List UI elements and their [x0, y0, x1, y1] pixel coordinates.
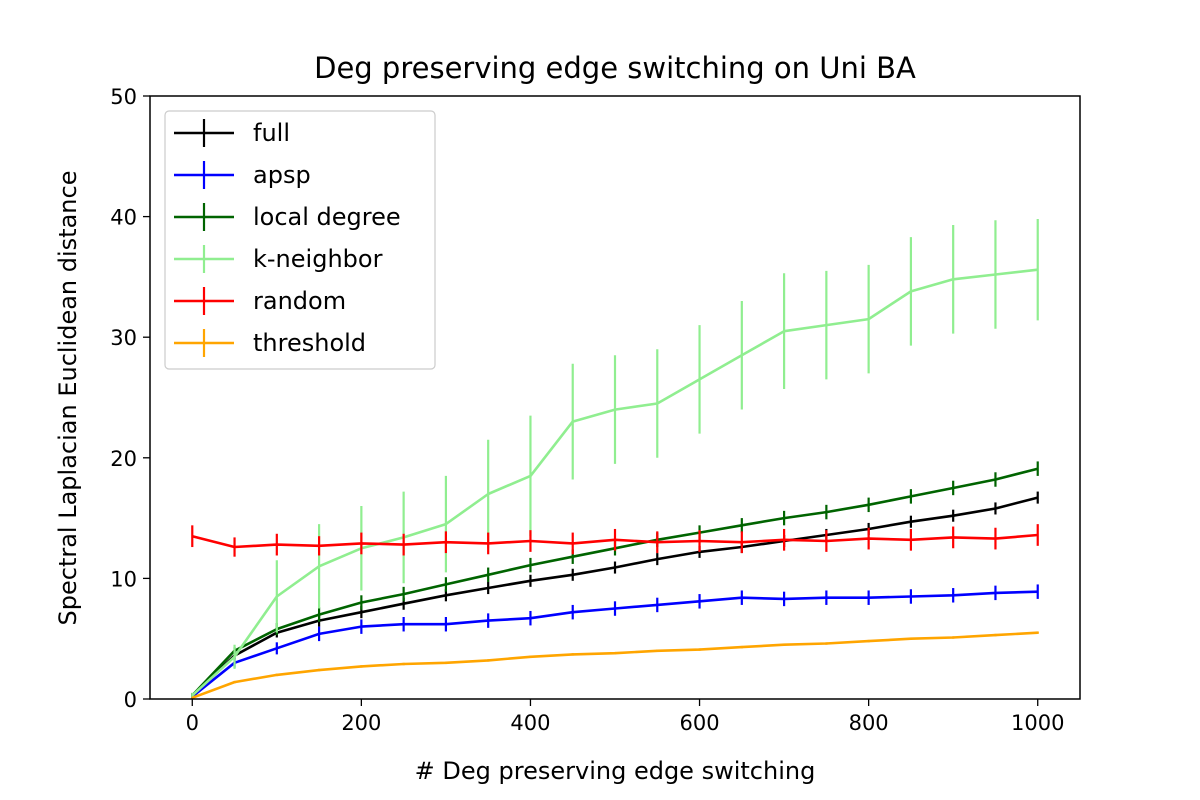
- x-tick-label: 800: [849, 711, 889, 735]
- y-tick-label: 0: [124, 688, 137, 712]
- legend-entry: random: [174, 287, 346, 315]
- series-line: [191, 631, 1038, 700]
- x-tick-label: 1000: [1011, 711, 1064, 735]
- legend-label: full: [253, 119, 290, 147]
- y-tick-label: 50: [110, 85, 137, 109]
- y-axis-label: Spectral Laplacian Euclidean distance: [54, 171, 82, 626]
- legend-entry: full: [174, 119, 290, 147]
- x-tick-label: 600: [679, 711, 719, 735]
- series-random: [191, 524, 1039, 557]
- series-k-neighbor: [191, 219, 1039, 698]
- axis-ticks: 0 200 400 600 800 1000 0 10 20 30 40 50: [110, 85, 1064, 735]
- legend-entry: k-neighbor: [174, 245, 383, 273]
- legend-entry: threshold: [174, 329, 366, 357]
- chart-title: Deg preserving edge switching on Uni BA: [314, 51, 916, 85]
- y-tick-label: 40: [110, 206, 137, 230]
- series-threshold: [191, 631, 1039, 700]
- x-tick-label: 400: [510, 711, 550, 735]
- series-line: [191, 268, 1038, 697]
- plot-area: [191, 219, 1039, 700]
- legend-label: k-neighbor: [253, 245, 383, 273]
- legend: full apsp local degree k-neighbor random thre…: [164, 110, 436, 370]
- y-tick-label: 20: [110, 447, 137, 471]
- y-tick-label: 30: [110, 326, 137, 350]
- y-tick-label: 10: [110, 567, 137, 591]
- series-line: [191, 496, 1039, 697]
- x-axis-label: # Deg preserving edge switching: [415, 757, 816, 785]
- plot-frame: [149, 95, 1081, 700]
- legend-label: apsp: [253, 161, 311, 189]
- legend-label: random: [253, 287, 346, 315]
- x-tick-label: 200: [341, 711, 381, 735]
- legend-label: local degree: [253, 203, 401, 231]
- legend-label: threshold: [253, 329, 366, 357]
- legend-entry: apsp: [174, 161, 311, 189]
- legend-entry: local degree: [174, 203, 401, 231]
- series-line: [191, 590, 1038, 698]
- series-line: [191, 533, 1038, 549]
- x-tick-label: 0: [186, 711, 199, 735]
